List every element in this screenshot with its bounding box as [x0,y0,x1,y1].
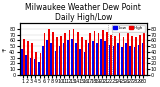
Bar [108,45,110,75]
Bar [21,49,23,75]
Bar [60,36,62,75]
Bar [84,52,85,75]
Bar [52,32,54,75]
Bar [67,40,69,75]
Bar [121,47,123,75]
Bar [133,47,135,75]
Legend: Low, High: Low, High [112,25,145,32]
Bar [75,43,77,75]
Bar [73,29,74,75]
Bar [104,41,106,75]
Bar [110,35,112,75]
Title: Milwaukee Weather Dew Point
Daily High/Low: Milwaukee Weather Dew Point Daily High/L… [25,3,141,22]
Bar [38,62,40,75]
Bar [42,46,44,75]
Bar [31,43,33,75]
Bar [100,39,102,75]
Bar [64,33,66,75]
Bar [131,36,133,75]
Bar [88,43,89,75]
Bar [113,46,114,75]
Bar [102,30,104,75]
Bar [27,41,29,75]
Bar [50,43,52,75]
Bar [114,36,116,75]
Bar [96,43,98,75]
Bar [35,52,37,75]
Bar [48,29,49,75]
Bar [71,39,73,75]
Bar [129,46,131,75]
Bar [25,55,27,75]
Y-axis label: °F: °F [3,46,8,52]
Bar [92,41,94,75]
Bar [34,59,35,75]
Bar [139,35,141,75]
Bar [81,37,83,75]
Bar [30,58,31,75]
Bar [89,33,91,75]
Bar [23,39,25,75]
Bar [56,37,58,75]
Bar [44,33,45,75]
Bar [119,33,120,75]
Bar [85,40,87,75]
Bar [138,45,139,75]
Bar [127,33,128,75]
Bar [80,49,81,75]
Bar [59,46,60,75]
Bar [94,31,95,75]
Bar [46,40,48,75]
Bar [98,33,99,75]
Bar [40,53,41,75]
Bar [123,37,124,75]
Bar [106,32,108,75]
Bar [144,33,145,75]
Bar [135,37,137,75]
Bar [125,43,127,75]
Bar [77,32,79,75]
Bar [55,51,56,75]
Bar [142,43,144,75]
Bar [69,30,70,75]
Bar [117,43,119,75]
Bar [63,43,64,75]
